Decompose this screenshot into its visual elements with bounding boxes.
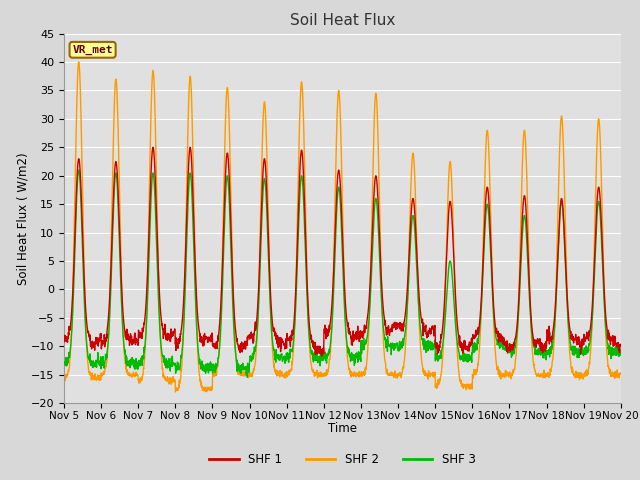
Y-axis label: Soil Heat Flux ( W/m2): Soil Heat Flux ( W/m2)	[17, 152, 29, 285]
Text: VR_met: VR_met	[72, 45, 113, 55]
Title: Soil Heat Flux: Soil Heat Flux	[290, 13, 395, 28]
Legend: SHF 1, SHF 2, SHF 3: SHF 1, SHF 2, SHF 3	[205, 449, 480, 471]
X-axis label: Time: Time	[328, 422, 357, 435]
